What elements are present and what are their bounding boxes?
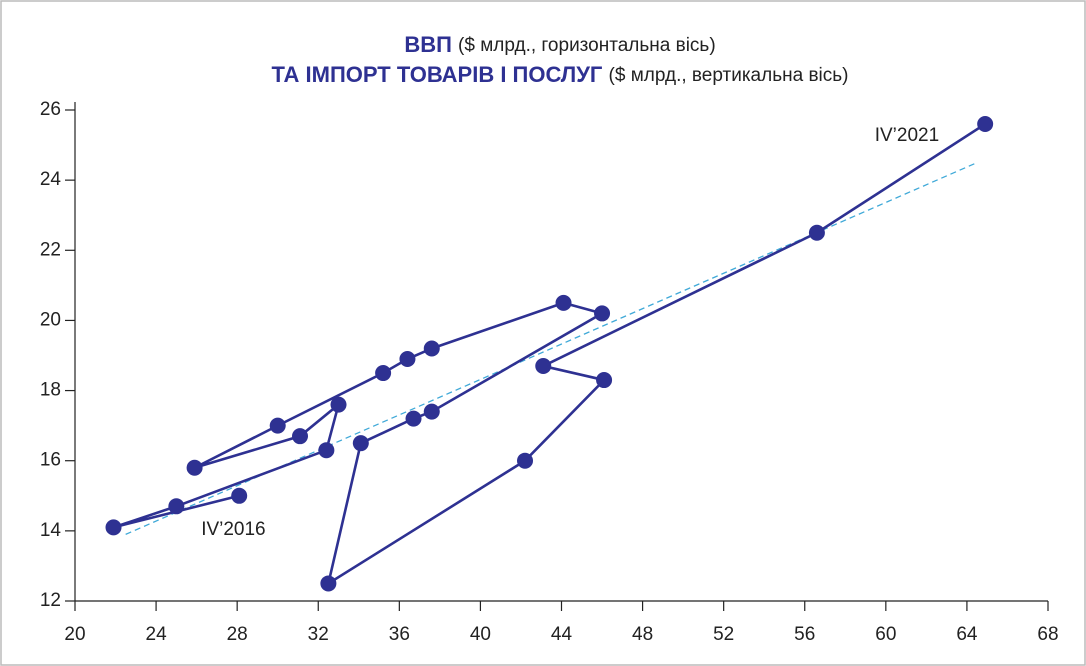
point bbox=[330, 396, 347, 413]
y-tick-label: 26 bbox=[40, 99, 61, 120]
connected-line bbox=[113, 122, 986, 587]
y-tick-label: 20 bbox=[40, 309, 61, 330]
point bbox=[168, 498, 185, 515]
annotation: IV’2016 bbox=[201, 519, 265, 540]
x-tick-label: 60 bbox=[875, 624, 896, 645]
x-tick-label: 36 bbox=[389, 624, 410, 645]
x-tick-label: 68 bbox=[1037, 624, 1058, 645]
x-tick-label: 64 bbox=[956, 624, 978, 645]
title-bold: ВВП bbox=[404, 32, 452, 57]
x-tick-label: 44 bbox=[551, 624, 573, 645]
x-tick-label: 52 bbox=[713, 624, 734, 645]
x-tick-label: 48 bbox=[632, 624, 653, 645]
y-tick-label: 18 bbox=[40, 380, 61, 401]
point bbox=[352, 435, 369, 452]
point bbox=[105, 519, 122, 536]
point bbox=[318, 442, 335, 459]
point bbox=[808, 224, 825, 241]
point bbox=[375, 365, 392, 382]
annotation: IV’2021 bbox=[875, 125, 939, 146]
point bbox=[186, 459, 203, 476]
title-rest: ($ млрд., вертикальна вісь) bbox=[609, 65, 849, 86]
y-tick-label: 14 bbox=[40, 520, 62, 541]
point bbox=[405, 410, 422, 427]
point bbox=[231, 487, 248, 504]
title-line-2: ТА ІМПОРТ ТОВАРІВ І ПОСЛУГ ($ млрд., вер… bbox=[272, 62, 849, 87]
x-tick-label: 28 bbox=[227, 624, 248, 645]
y-tick-label: 22 bbox=[40, 239, 61, 260]
point bbox=[423, 403, 440, 420]
y-tick-label: 24 bbox=[40, 169, 62, 190]
point bbox=[517, 452, 534, 469]
y-tick-label: 12 bbox=[40, 590, 61, 611]
point bbox=[269, 417, 286, 434]
title-line-1: ВВП ($ млрд., горизонтальна вісь) bbox=[404, 32, 715, 57]
title-rest: ($ млрд., горизонтальна вісь) bbox=[458, 35, 716, 56]
x-tick-label: 56 bbox=[794, 624, 815, 645]
x-tick-label: 24 bbox=[146, 624, 168, 645]
x-tick-label: 32 bbox=[308, 624, 329, 645]
x-tick-label: 20 bbox=[64, 624, 85, 645]
x-tick-label: 40 bbox=[470, 624, 491, 645]
point bbox=[320, 575, 337, 592]
point bbox=[594, 305, 611, 322]
point bbox=[399, 351, 416, 368]
title-bold: ТА ІМПОРТ ТОВАРІВ І ПОСЛУГ bbox=[272, 62, 603, 87]
point bbox=[977, 116, 994, 133]
point bbox=[555, 294, 572, 311]
point bbox=[423, 340, 440, 357]
point bbox=[535, 358, 552, 375]
point bbox=[292, 428, 309, 445]
y-tick-label: 16 bbox=[40, 450, 61, 471]
point bbox=[596, 372, 613, 389]
